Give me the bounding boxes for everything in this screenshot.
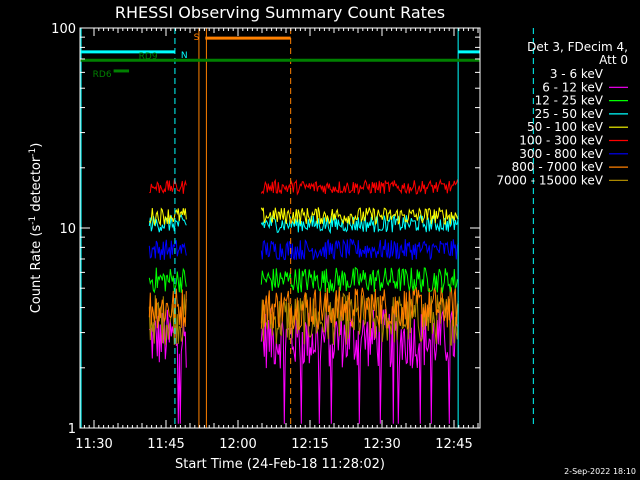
y-axis-ticks: 1 10 100 — [51, 22, 480, 437]
series-trace-0-segment-0 — [148, 309, 187, 424]
x-tick-label-4: 12:30 — [363, 437, 400, 452]
x-tick-label-1: 11:45 — [147, 437, 184, 452]
series-trace-5-segment-1 — [260, 213, 459, 235]
legend-header-line-0: Det 3, FDecim 4, — [527, 40, 628, 54]
series-trace-7-segment-0 — [149, 178, 187, 194]
x-axis-ticks: 11:30 11:45 12:00 12:15 12:30 12:45 — [75, 28, 479, 452]
legend-entry-label-6: 300 - 800 keV — [519, 147, 603, 161]
flag-label-0: N — [181, 51, 188, 61]
series-trace-2-segment-1 — [260, 286, 459, 331]
legend-entry-label-1: 6 - 12 keV — [542, 80, 604, 94]
x-tick-label-2: 12:00 — [219, 437, 256, 452]
chart-title: RHESSI Observing Summary Count Rates — [115, 3, 445, 22]
legend-entry-label-8: 7000 - 15000 keV — [496, 173, 603, 187]
x-tick-label-3: 12:15 — [291, 437, 328, 452]
y-tick-label-2: 100 — [51, 22, 76, 37]
data-layer — [148, 178, 459, 424]
series-trace-6-segment-0 — [148, 207, 187, 227]
series-trace-4-segment-0 — [148, 239, 187, 260]
y-tick-label-1: 10 — [59, 222, 76, 237]
series-trace-7-segment-1 — [260, 178, 459, 196]
series-trace-6-segment-1 — [260, 207, 459, 226]
x-tick-label-0: 11:30 — [75, 437, 112, 452]
footer-timestamp: 2-Sep-2022 18:10 — [564, 467, 636, 476]
flag-bars: NS RD9 RD6 — [80, 33, 480, 80]
y-label-close: ) — [29, 143, 44, 148]
x-tick-label-5: 12:45 — [435, 437, 472, 452]
legend-entry-label-4: 50 - 100 keV — [527, 120, 604, 134]
y-tick-label-0: 1 — [68, 422, 76, 437]
legend-entry-label-0: 3 - 6 keV — [550, 67, 604, 81]
y-label-sup-1: -1 — [28, 216, 38, 225]
legend-entry-label-3: 25 - 50 keV — [535, 107, 604, 121]
legend-entry-label-2: 12 - 25 keV — [535, 94, 604, 108]
series-trace-1-segment-0 — [148, 294, 187, 346]
series-trace-4-segment-1 — [260, 238, 459, 261]
legend-entry-label-5: 100 - 300 keV — [519, 134, 603, 148]
y-label-suffix: detector — [29, 156, 44, 216]
legend-header-line-1: Att 0 — [599, 53, 628, 67]
series-trace-3-segment-1 — [260, 266, 459, 293]
flag-label-2: S — [194, 33, 200, 43]
y-label-sup-2: -1 — [28, 148, 38, 157]
flag-label-3: RD9 — [139, 52, 158, 62]
series-trace-3-segment-0 — [148, 267, 187, 294]
vertical-lines — [80, 28, 534, 428]
x-axis-label: Start Time (24-Feb-18 11:28:02) — [175, 457, 385, 472]
y-label-prefix: Count Rate (s — [29, 225, 44, 314]
legend-entry-label-7: 800 - 7000 keV — [512, 160, 604, 174]
series-trace-2-segment-0 — [148, 288, 187, 329]
y-axis-label: Count Rate (s-1 detector-1) — [28, 143, 44, 314]
flag-label-4: RD6 — [93, 70, 112, 80]
